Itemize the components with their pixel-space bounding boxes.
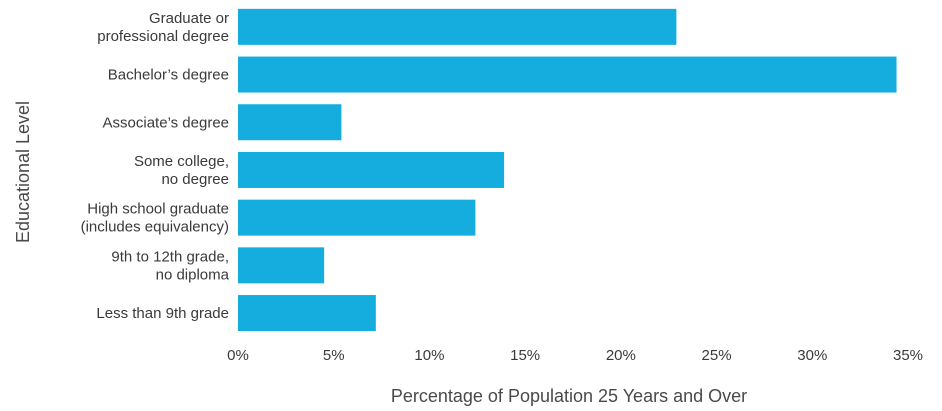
x-tick-label: 20%: [606, 347, 636, 364]
category-label-line: Associate’s degree: [103, 114, 229, 131]
x-tick-label: 5%: [323, 347, 345, 364]
x-tick-label: 15%: [510, 347, 540, 364]
x-tick-label: 25%: [702, 347, 732, 364]
category-label-line: professional degree: [97, 28, 229, 45]
category-label-line: Graduate or: [149, 10, 229, 27]
category-label-line: (includes equivalency): [81, 219, 229, 236]
category-label: High school graduate (includes equivalenc…: [81, 201, 229, 236]
category-label: Some college, no degree: [134, 153, 229, 188]
y-axis-title: Educational Level: [13, 101, 33, 243]
category-label-line: 9th to 12th grade,: [111, 248, 229, 265]
category-label: Bachelor’s degree: [108, 67, 229, 84]
category-label: 9th to 12th grade, no diploma: [111, 248, 229, 283]
bar: [238, 247, 325, 284]
category-label: Graduate or professional degree: [97, 10, 229, 45]
category-label: Associate’s degree: [103, 114, 229, 131]
x-axis-title: Percentage of Population 25 Years and Ov…: [391, 386, 747, 406]
bar: [238, 151, 505, 188]
bar: [238, 104, 342, 141]
bar: [238, 8, 677, 45]
category-label-line: High school graduate: [87, 201, 229, 218]
category-label-line: no degree: [161, 171, 229, 188]
x-tick-label: 10%: [414, 347, 444, 364]
x-tick-label: 35%: [893, 347, 923, 364]
category-labels: Graduate or professional degree Bachelor’s…: [81, 10, 230, 322]
bar: [238, 199, 476, 236]
category-label-line: Bachelor’s degree: [108, 67, 229, 84]
x-tick-label: 30%: [797, 347, 827, 364]
category-label-line: no diploma: [156, 266, 230, 283]
x-tick-label: 0%: [227, 347, 249, 364]
category-label-line: Less than 9th grade: [96, 305, 229, 322]
x-tick-labels: 0% 5% 10% 15% 20% 25% 30% 35%: [227, 347, 923, 364]
bar: [238, 56, 897, 93]
bar: [238, 295, 376, 332]
bars-group: [238, 8, 897, 332]
category-label-line: Some college,: [134, 153, 229, 170]
category-label: Less than 9th grade: [96, 305, 229, 322]
